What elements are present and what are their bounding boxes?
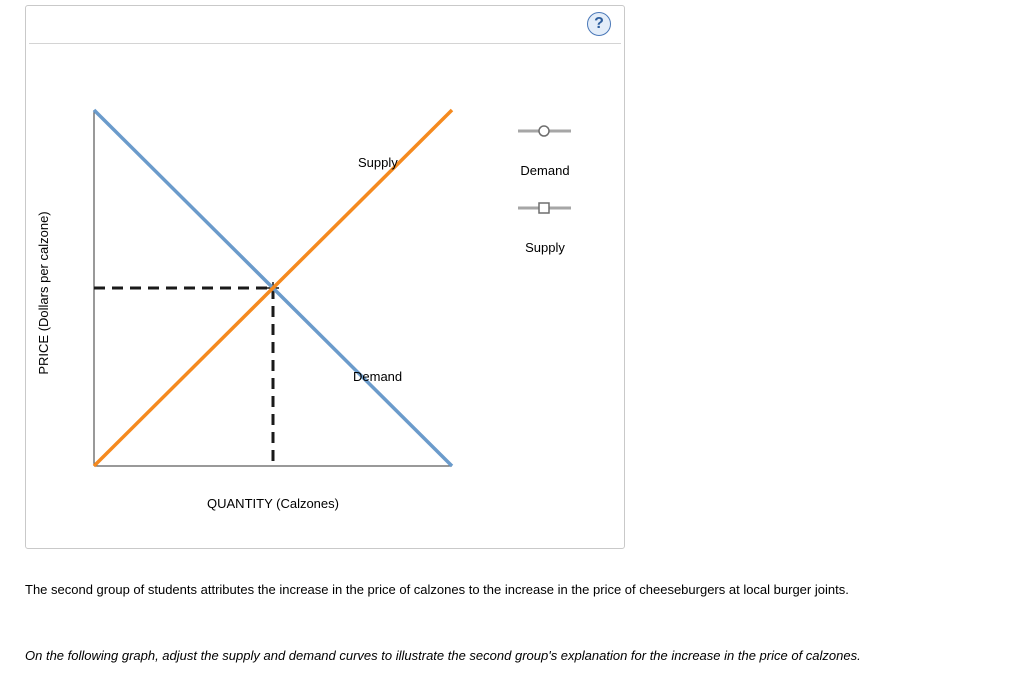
y-axis-title: PRICE (Dollars per calzone) (36, 211, 51, 374)
x-axis-title: QUANTITY (Calzones) (207, 496, 339, 511)
demand-curve-label: Demand (353, 369, 402, 384)
legend-supply-square-icon (538, 202, 550, 214)
legend-demand-label: Demand (520, 163, 569, 178)
legend-demand-circle-icon (538, 125, 550, 137)
panel-divider (29, 43, 621, 44)
instruction-paragraph: The second group of students attributes … (25, 582, 849, 597)
legend-supply-label: Supply (525, 240, 565, 255)
task-paragraph: On the following graph, adjust the suppl… (25, 648, 861, 663)
graph-panel: ? PRICE (Dollars per calzone) QUANTITY (… (25, 5, 625, 549)
legend-supply[interactable]: Supply (518, 202, 571, 255)
supply-curve-label: Supply (358, 155, 398, 170)
legend-demand[interactable]: Demand (518, 125, 571, 178)
chart-svg: PRICE (Dollars per calzone) QUANTITY (Ca… (36, 108, 571, 511)
help-button[interactable]: ? (587, 12, 611, 36)
supply-curve[interactable] (92, 108, 454, 468)
